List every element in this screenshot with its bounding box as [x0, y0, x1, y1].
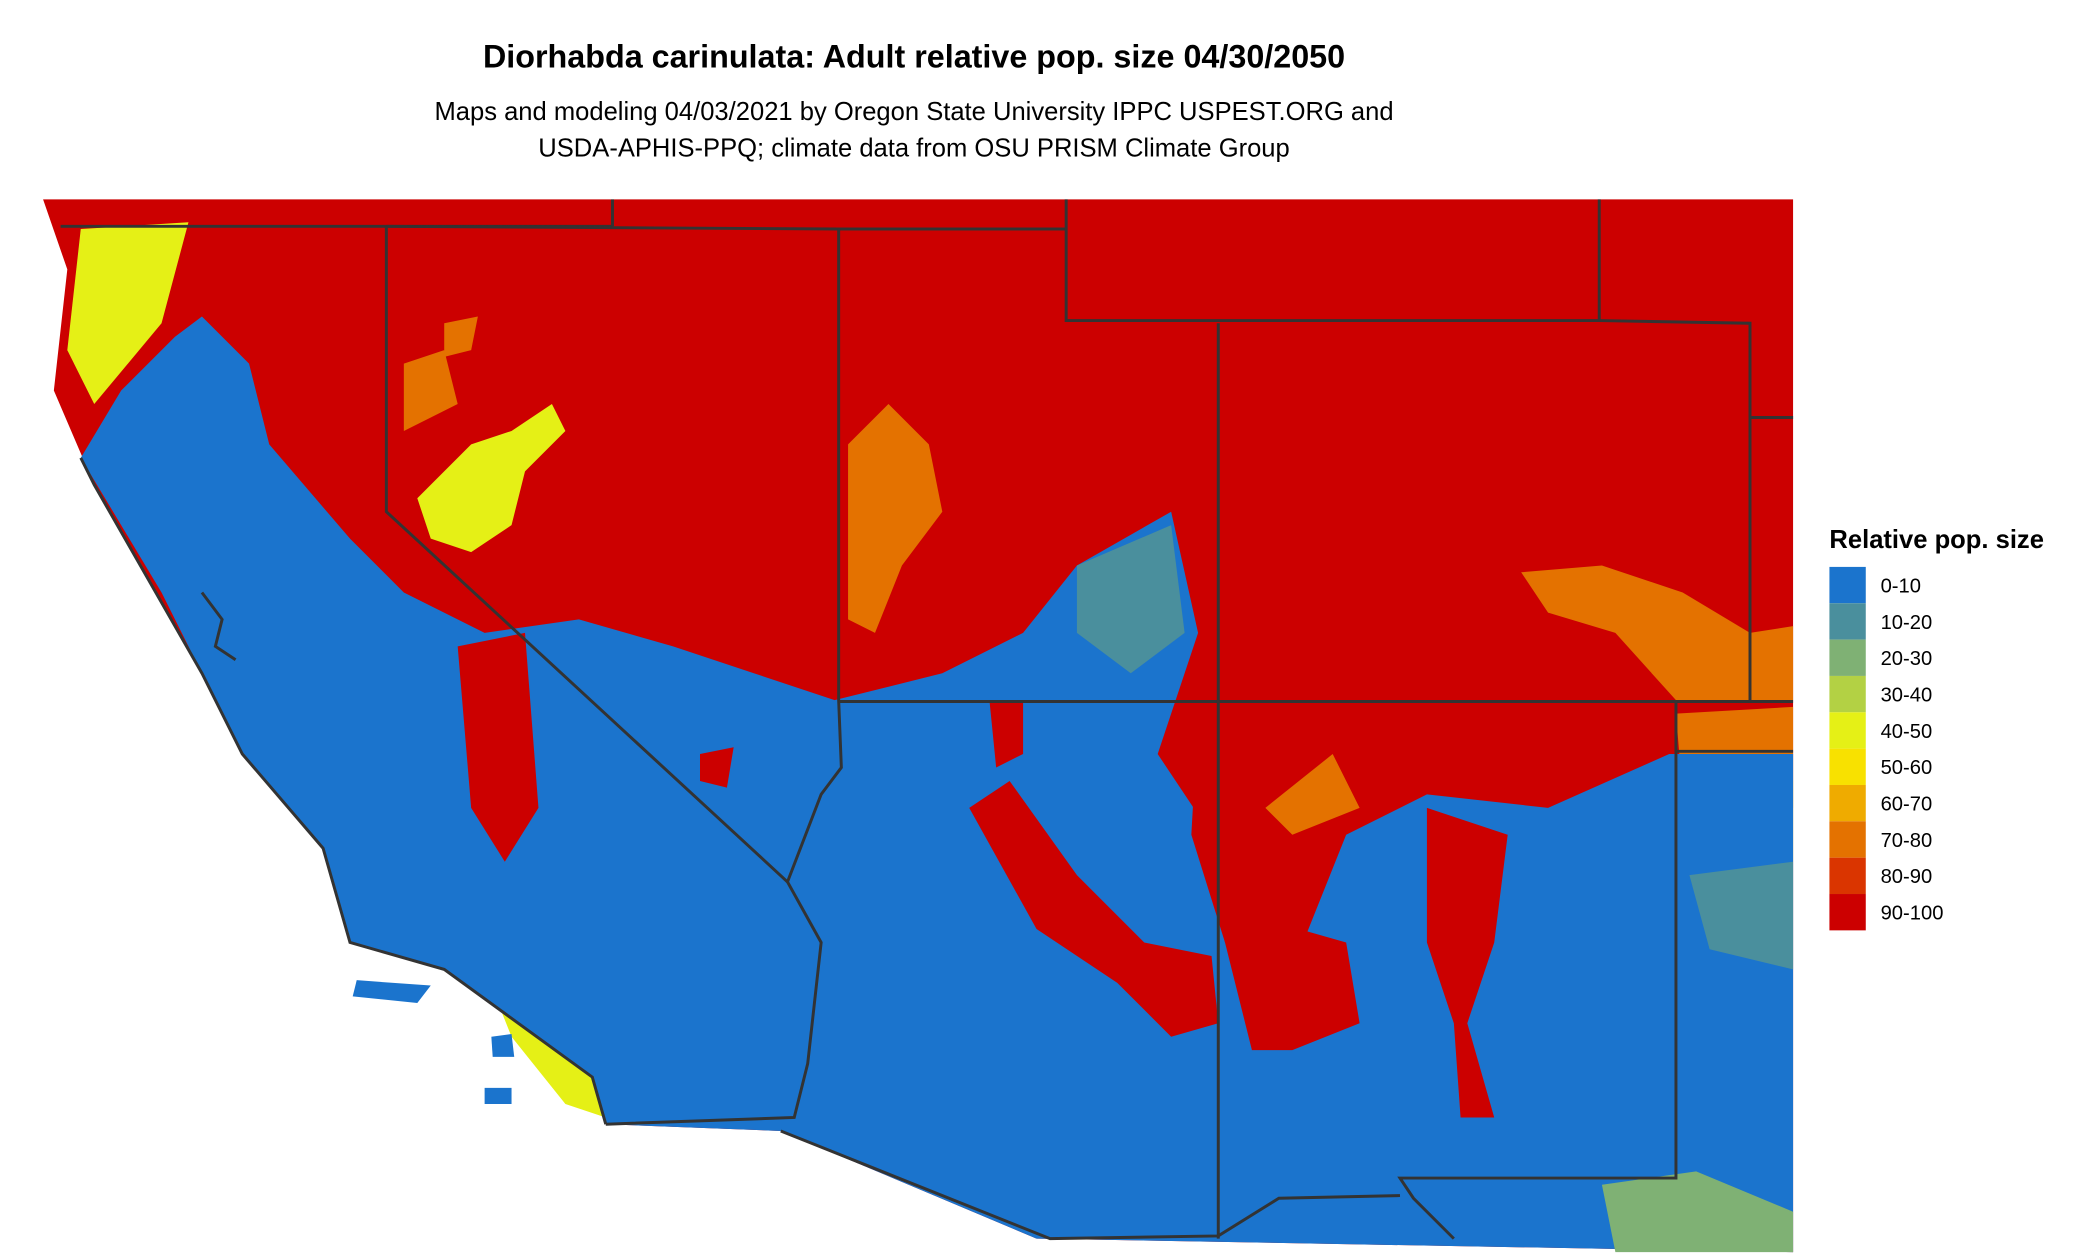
legend-label: 10-20 — [1881, 612, 1933, 634]
legend-swatch — [1829, 603, 1866, 640]
legend-swatch — [1829, 639, 1866, 676]
red-ridges — [457, 632, 1508, 1118]
legend-label: 30-40 — [1881, 685, 1933, 707]
channel-islands — [352, 980, 515, 1105]
legend-title: Relative pop. size — [1829, 526, 2044, 554]
land-low-region — [80, 316, 1794, 1253]
legend-label: 90-100 — [1881, 903, 1944, 925]
map-subtitle-line2: USDA-APHIS-PPQ; climate data from OSU PR… — [538, 134, 1289, 162]
legend-swatch — [1829, 894, 1866, 931]
legend-label: 70-80 — [1881, 830, 1933, 852]
legend-swatch — [1829, 675, 1866, 713]
legend-swatch — [1829, 566, 1866, 604]
legend-label: 80-90 — [1881, 866, 1933, 888]
legend-swatch — [1829, 712, 1866, 749]
state-borders — [60, 199, 1794, 1241]
legend-label: 60-70 — [1881, 794, 1933, 816]
legend-label: 20-30 — [1881, 648, 1933, 670]
teal-patches — [1076, 525, 1794, 1253]
legend: Relative pop. size 0-10 10-20 20-30 30-40 40… — [1829, 526, 2044, 931]
legend-label: 0-10 — [1881, 575, 1921, 597]
legend-swatch — [1829, 857, 1866, 895]
orange-patches — [403, 316, 1794, 835]
map-title: Diorhabda carinulata: Adult relative pop… — [483, 38, 1345, 74]
legend-label: 40-50 — [1881, 721, 1933, 743]
map-subtitle-line1: Maps and modeling 04/03/2021 by Oregon S… — [434, 98, 1393, 126]
legend-swatch — [1829, 748, 1866, 785]
legend-swatch — [1829, 821, 1866, 858]
map-panel — [43, 199, 1794, 1253]
legend-swatch — [1829, 784, 1866, 822]
legend-label: 50-60 — [1881, 757, 1933, 779]
